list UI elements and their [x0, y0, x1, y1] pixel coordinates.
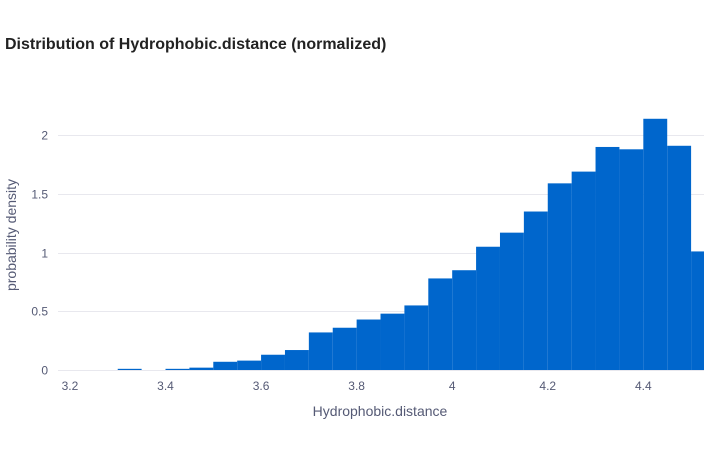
histogram-bar: [619, 149, 644, 370]
histogram-bar: [117, 368, 142, 370]
histogram-bar: [189, 367, 214, 370]
x-tick-label: 4.4: [635, 379, 652, 393]
y-tick-label: 1.5: [31, 188, 48, 202]
histogram-bar: [213, 361, 238, 370]
histogram-bar: [284, 350, 309, 370]
histogram-bar: [165, 368, 190, 370]
x-axis-label: Hydrophobic.distance: [313, 403, 448, 419]
histogram-bar: [452, 270, 477, 370]
histogram-bar: [691, 251, 704, 370]
x-tick-label: 3.4: [157, 379, 174, 393]
x-tick-label: 3.2: [62, 379, 79, 393]
y-tick-label: 0: [41, 364, 48, 378]
histogram-bar: [404, 305, 429, 370]
histogram-bar: [356, 319, 381, 370]
y-tick-label: 2: [41, 129, 48, 143]
histogram-bar: [380, 313, 405, 370]
histogram-bar: [643, 118, 668, 370]
histogram-bar: [261, 354, 285, 370]
histogram-bar: [571, 171, 596, 370]
histogram-bar: [476, 246, 500, 370]
histogram-bar: [332, 327, 357, 370]
y-tick-label: 1: [41, 247, 48, 261]
histogram-bar: [499, 232, 524, 370]
y-axis-ticks: 0 0.5 1 1.5 2: [31, 129, 48, 378]
x-tick-label: 3.8: [348, 379, 365, 393]
x-tick-label: 4: [449, 379, 456, 393]
x-tick-label: 4.2: [539, 379, 556, 393]
histogram-bar: [595, 146, 620, 370]
x-axis-ticks: 3.2 3.4 3.6 3.8 4 4.2 4.4: [62, 379, 652, 393]
chart-title: Distribution of Hydrophobic.distance (no…: [5, 36, 387, 53]
histogram-bar: [428, 278, 453, 370]
y-tick-label: 0.5: [31, 305, 48, 319]
histogram-bar: [237, 360, 262, 370]
histogram-bar: [523, 211, 548, 370]
histogram-bar: [667, 145, 692, 370]
y-axis-label: probability density: [3, 179, 19, 291]
histogram-bars: [117, 118, 704, 370]
histogram-bar: [547, 183, 572, 370]
x-tick-label: 3.6: [253, 379, 270, 393]
histogram-bar: [308, 332, 333, 370]
